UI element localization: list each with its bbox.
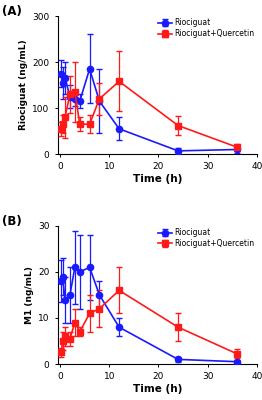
X-axis label: Time (h): Time (h) (133, 174, 182, 184)
Y-axis label: M1 (ng/mL): M1 (ng/mL) (25, 266, 34, 324)
X-axis label: Time (h): Time (h) (133, 384, 182, 394)
Text: (B): (B) (2, 215, 22, 228)
Y-axis label: Riociguat (ng/mL): Riociguat (ng/mL) (19, 40, 28, 130)
Text: (A): (A) (2, 5, 22, 18)
Legend: Riociguat, Riociguat+Quercetin: Riociguat, Riociguat+Quercetin (157, 18, 255, 39)
Legend: Riociguat, Riociguat+Quercetin: Riociguat, Riociguat+Quercetin (157, 228, 255, 249)
